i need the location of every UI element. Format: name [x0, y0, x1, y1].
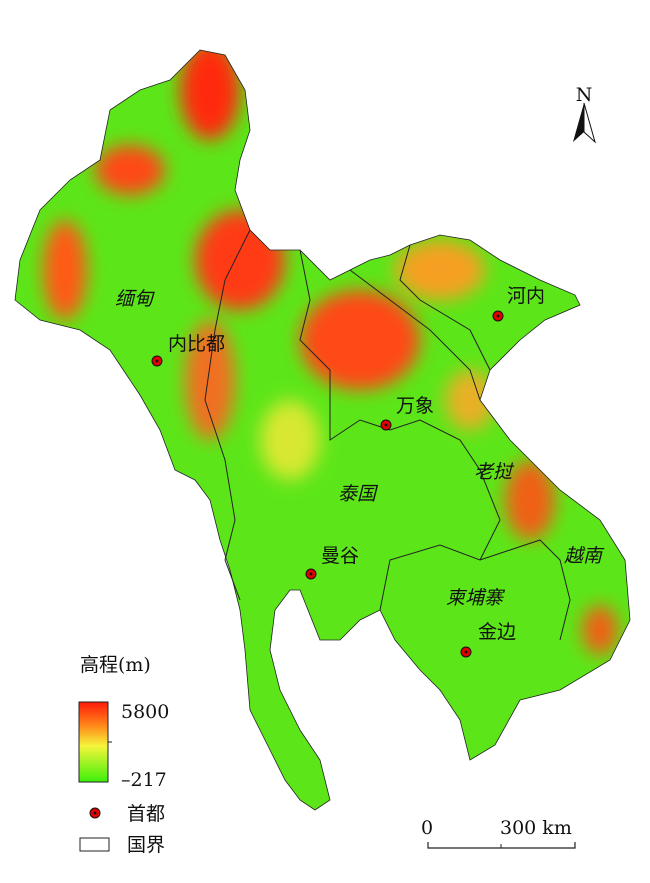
national-borders: [204, 229, 571, 641]
capital-labels: 内比都 万象 河内 曼谷 金边: [168, 285, 545, 643]
scale-bar: 0 300 km: [421, 817, 576, 849]
scale-end: 300 km: [500, 817, 572, 839]
label-naypyidaw: 内比都: [168, 333, 225, 355]
label-vientiane: 万象: [396, 395, 434, 417]
country-labels: 缅甸 泰国 老挝 柬埔寨 越南: [115, 288, 605, 609]
capital-markers: [151, 310, 504, 658]
legend: 高程(m) 5800 –217 首都 国界: [78, 654, 169, 856]
label-myanmar: 缅甸: [115, 288, 155, 310]
capital-marker-vientiane: [380, 419, 392, 431]
legend-min: –217: [121, 769, 167, 791]
label-laos: 老挝: [474, 461, 515, 483]
legend-border-label: 国界: [127, 834, 165, 856]
label-vietnam: 越南: [564, 545, 605, 567]
capital-marker-phnompenh: [460, 646, 472, 658]
scale-zero: 0: [421, 817, 433, 839]
north-arrow-icon: [573, 103, 584, 142]
legend-title: 高程(m): [80, 654, 151, 676]
label-thailand: 泰国: [338, 483, 379, 505]
label-bangkok: 曼谷: [321, 545, 359, 567]
legend-max: 5800: [121, 701, 169, 723]
border-legend-icon: [79, 837, 110, 852]
legend-capital-label: 首都: [127, 803, 165, 825]
label-cambodia: 柬埔寨: [446, 587, 506, 609]
capital-marker-bangkok: [305, 568, 317, 580]
label-hanoi: 河内: [507, 285, 545, 307]
label-phnompenh: 金边: [478, 621, 516, 643]
elevation-color-ramp: [78, 701, 109, 783]
north-label: N: [576, 84, 593, 106]
north-arrow: N: [573, 84, 596, 144]
capital-marker-hanoi: [492, 310, 504, 322]
capital-marker-naypyidaw: [151, 355, 163, 367]
